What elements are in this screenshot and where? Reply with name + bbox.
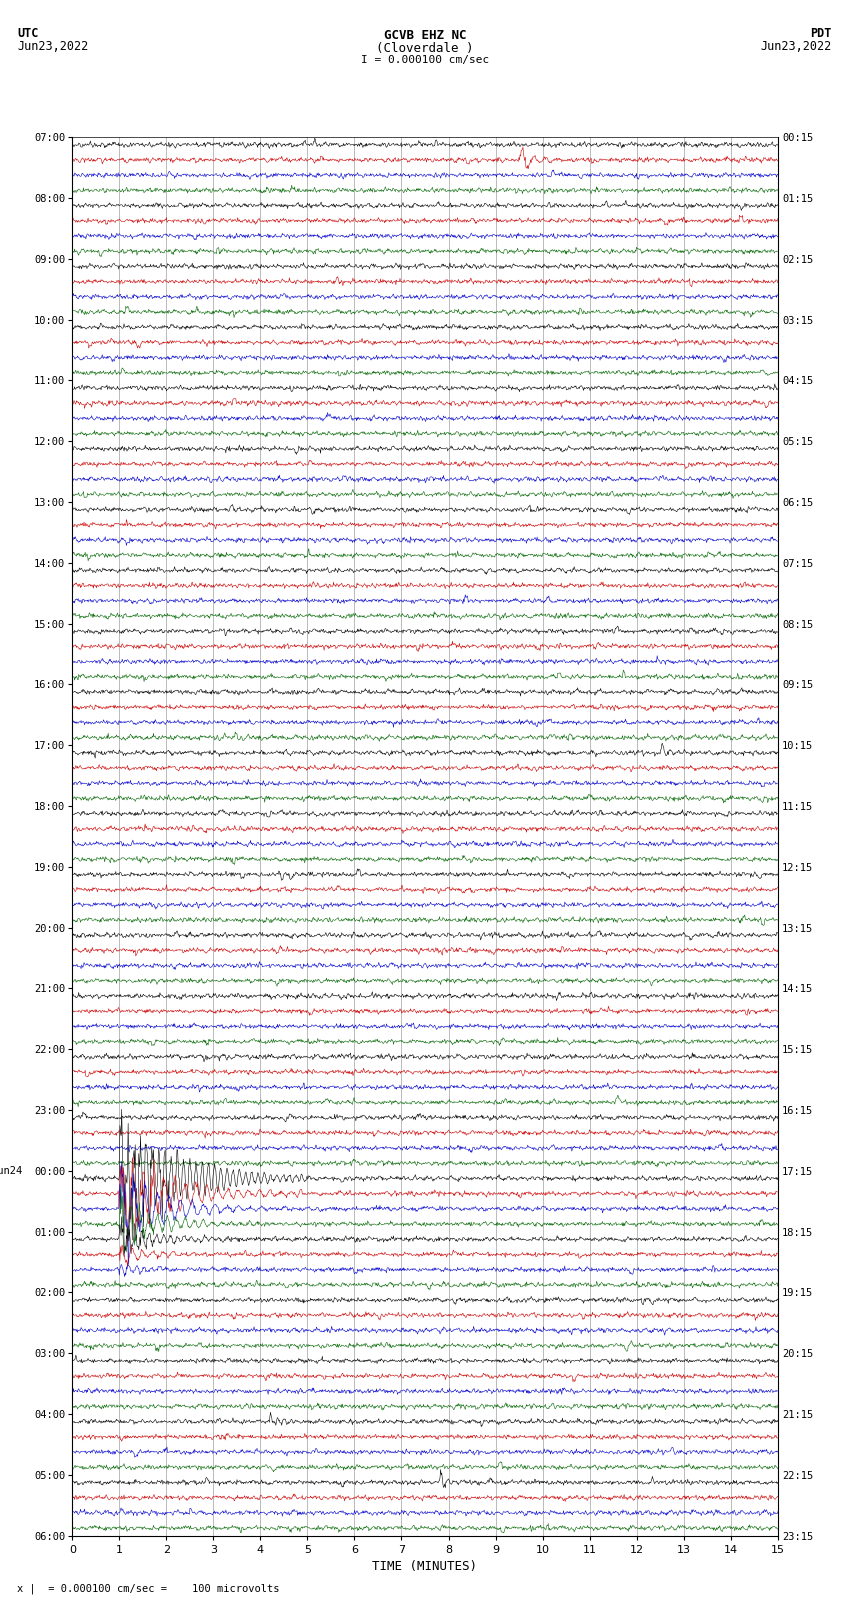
Text: PDT: PDT xyxy=(810,27,831,40)
Text: Jun23,2022: Jun23,2022 xyxy=(17,40,88,53)
X-axis label: TIME (MINUTES): TIME (MINUTES) xyxy=(372,1560,478,1573)
Text: Jun23,2022: Jun23,2022 xyxy=(760,40,831,53)
Text: UTC: UTC xyxy=(17,27,38,40)
Text: Jun24: Jun24 xyxy=(0,1166,23,1176)
Text: GCVB EHZ NC: GCVB EHZ NC xyxy=(383,29,467,42)
Text: x |  = 0.000100 cm/sec =    100 microvolts: x | = 0.000100 cm/sec = 100 microvolts xyxy=(17,1582,280,1594)
Text: (Cloverdale ): (Cloverdale ) xyxy=(377,42,473,55)
Text: I = 0.000100 cm/sec: I = 0.000100 cm/sec xyxy=(361,55,489,65)
